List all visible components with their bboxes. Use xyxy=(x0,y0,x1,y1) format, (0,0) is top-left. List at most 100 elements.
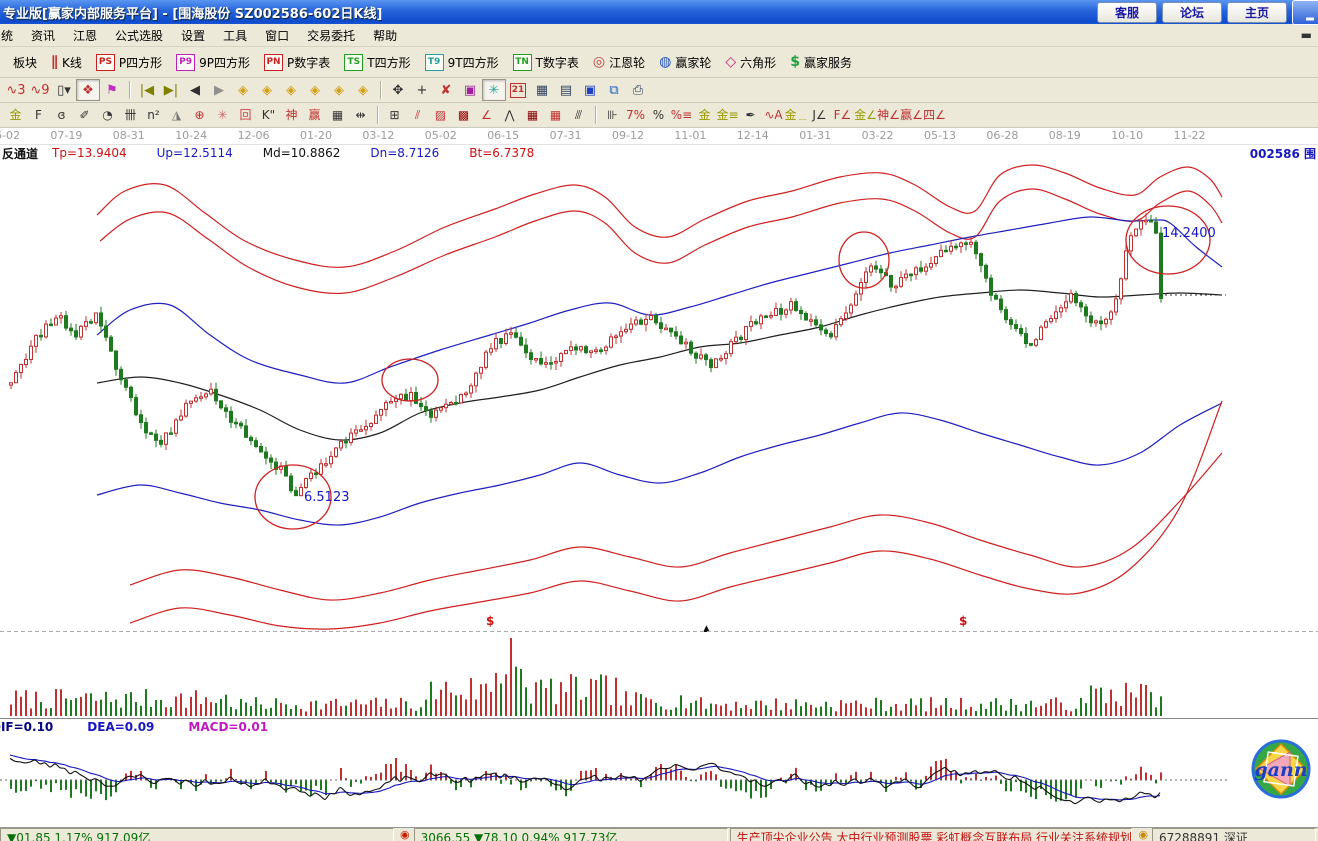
window-split-icon[interactable]: ▣ xyxy=(463,82,477,98)
t-number-button[interactable]: TN T数字表 xyxy=(506,50,586,74)
sector-button[interactable]: 板块 xyxy=(6,50,44,74)
t-square-button[interactable]: TS T四方形 xyxy=(337,50,417,74)
gold-angle-icon[interactable]: 金∠ xyxy=(854,107,877,122)
compress-9-icon[interactable]: ∿9 xyxy=(30,82,50,98)
diamond-right-icon[interactable]: ◈ xyxy=(262,82,272,98)
compress-3-icon[interactable]: ∿3 xyxy=(6,82,26,98)
n2-tool-icon[interactable]: n² xyxy=(147,107,160,122)
t9-square-button[interactable]: T9 9T四方形 xyxy=(418,50,506,74)
next-bar-icon[interactable]: ▶ xyxy=(214,82,224,98)
menu-item-设置[interactable]: 设置 xyxy=(181,28,206,43)
candle-body xyxy=(619,331,623,337)
save-icon[interactable]: ▣ xyxy=(583,82,597,98)
calculator-icon[interactable]: ▦ xyxy=(535,82,549,98)
p-square-button[interactable]: PS P四方形 xyxy=(89,50,169,74)
red-grid2-icon[interactable]: ▦ xyxy=(549,107,562,122)
wave-a-icon[interactable]: ∿A xyxy=(764,107,783,122)
red-grid-icon[interactable]: ▨ xyxy=(434,107,447,122)
prev-bar-icon[interactable]: ◀ xyxy=(190,82,200,98)
menu-item-交易委托[interactable]: 交易委托 xyxy=(307,28,356,43)
gold-tool-icon[interactable]: 金 xyxy=(9,107,22,122)
k-count-icon[interactable]: K" xyxy=(261,107,276,122)
zigzag-icon[interactable]: ⋀ xyxy=(504,107,515,122)
width-measure-icon[interactable]: ⇹ xyxy=(355,107,366,122)
macd-pane[interactable] xyxy=(0,734,1318,827)
ying-tool-icon[interactable]: 赢 xyxy=(308,107,321,122)
gold-lines-icon[interactable]: 金≡ xyxy=(716,107,739,122)
dollar-marker[interactable]: $ xyxy=(486,614,494,628)
single-candle-dropdown[interactable]: ▯▾ xyxy=(57,82,71,98)
menu-item-clipped[interactable]: 统 xyxy=(1,28,14,43)
service-button[interactable]: 客服 xyxy=(1097,1,1157,23)
stock-filter-icon[interactable]: ❖ xyxy=(76,79,100,101)
gold-circle-icon[interactable]: 金 xyxy=(698,107,711,122)
shen-tool-icon[interactable]: 神 xyxy=(285,107,298,122)
menu-item-窗口[interactable]: 窗口 xyxy=(265,28,290,43)
f-tool-icon[interactable]: F xyxy=(35,107,42,122)
print-icon[interactable]: ⎙ xyxy=(632,82,644,98)
menu-item-资讯[interactable]: 资讯 xyxy=(31,28,56,43)
macd-histogram-bar xyxy=(930,766,932,780)
winner-wheel-button[interactable]: ◍ 赢家轮 xyxy=(652,50,718,74)
angle-ruler-icon[interactable]: ◮ xyxy=(171,107,182,122)
weave-grid-icon[interactable]: ▩ xyxy=(457,107,470,122)
diamond-left-icon[interactable]: ◈ xyxy=(238,82,248,98)
circle-cross-icon[interactable]: ⊕ xyxy=(194,107,205,122)
winner-service-button[interactable]: $ 赢家服务 xyxy=(783,50,859,74)
p-number-button[interactable]: PN P数字表 xyxy=(257,50,337,74)
pen-knife-icon[interactable]: ✒ xyxy=(745,107,756,122)
j-angle-icon[interactable]: J∠ xyxy=(812,107,827,122)
fence-tool-icon[interactable]: 卌 xyxy=(124,107,137,122)
crosshair-icon[interactable]: + xyxy=(416,82,428,98)
triangle-marker[interactable]: ▲ xyxy=(703,624,710,632)
p9-square-button[interactable]: P9 9P四方形 xyxy=(169,50,257,74)
dollar-marker[interactable]: $ xyxy=(959,614,967,628)
mdi-minimize-button[interactable]: ▬ xyxy=(1300,28,1312,42)
diamond-cross-icon[interactable]: ◈ xyxy=(358,82,368,98)
pct7-tool-icon[interactable]: 7% xyxy=(625,107,646,122)
square-spiral-icon[interactable]: 回 xyxy=(239,107,252,122)
scale-tool-icon[interactable]: ⊪ xyxy=(607,107,618,122)
main-chart[interactable]: 14.2400 6.5123 $ $ ▲ xyxy=(0,161,1318,632)
forum-button[interactable]: 论坛 xyxy=(1162,1,1222,23)
menu-item-帮助[interactable]: 帮助 xyxy=(373,28,398,43)
shen-angle-icon[interactable]: 神∠ xyxy=(877,107,900,122)
angle-line-icon[interactable]: ∠ xyxy=(481,107,492,122)
si-angle-icon[interactable]: 四∠ xyxy=(923,107,946,122)
spiral-tool-icon[interactable]: ɞ xyxy=(57,107,66,122)
number-grid-icon[interactable]: ▦ xyxy=(331,107,344,122)
calendar-icon[interactable]: 21 xyxy=(506,79,530,101)
draw-line-icon[interactable]: ✳ xyxy=(482,79,506,101)
flag-icon[interactable]: ⚑ xyxy=(106,82,118,98)
pct-tool-icon[interactable]: % xyxy=(652,107,665,122)
home-button[interactable]: 主页 xyxy=(1227,1,1287,23)
menu-item-江恩[interactable]: 江恩 xyxy=(73,28,98,43)
ying-angle-icon[interactable]: 赢∠ xyxy=(900,107,923,122)
minimize-button[interactable]: ▂ xyxy=(1292,0,1318,25)
gold-underline-icon[interactable]: 金﹍ xyxy=(784,107,809,122)
dark-grid-icon[interactable]: ▦ xyxy=(526,107,539,122)
clock-tool-icon[interactable]: ◔ xyxy=(102,107,113,122)
erase-drawing-icon[interactable]: ✘ xyxy=(440,82,452,98)
pct3-tool-icon[interactable]: %≡ xyxy=(670,107,693,122)
fan-lines-icon[interactable]: ⫽ xyxy=(414,107,421,122)
f-angle-icon[interactable]: F∠ xyxy=(833,107,852,122)
diamond-hmove-icon[interactable]: ◈ xyxy=(286,82,296,98)
first-bar-icon[interactable]: |◀ xyxy=(139,82,155,98)
box-tool-icon[interactable]: ⊞ xyxy=(389,107,400,122)
menu-item-公式选股[interactable]: 公式选股 xyxy=(115,28,164,43)
volume-pane[interactable] xyxy=(0,632,1318,718)
star-burst-icon[interactable]: ✳ xyxy=(217,107,228,122)
hexagon-button[interactable]: ◇ 六角形 xyxy=(718,50,783,74)
diamond-expand-icon[interactable]: ◈ xyxy=(334,82,344,98)
memo-icon[interactable]: ▤ xyxy=(559,82,573,98)
pen-tool-icon[interactable]: ✐ xyxy=(79,107,90,122)
diamond-collapse-icon[interactable]: ◈ xyxy=(310,82,320,98)
hand-tool-icon[interactable]: ✥ xyxy=(392,82,404,98)
gann-wheel-button[interactable]: ◎ 江恩轮 xyxy=(586,50,652,74)
last-bar-icon[interactable]: ▶| xyxy=(163,82,179,98)
multiwindow-icon[interactable]: ⧉ xyxy=(609,82,619,98)
menu-item-工具[interactable]: 工具 xyxy=(223,28,248,43)
parallel-lines-icon[interactable]: ⫻ xyxy=(574,107,583,122)
kline-button[interactable]: ∥ K线 xyxy=(44,50,89,74)
